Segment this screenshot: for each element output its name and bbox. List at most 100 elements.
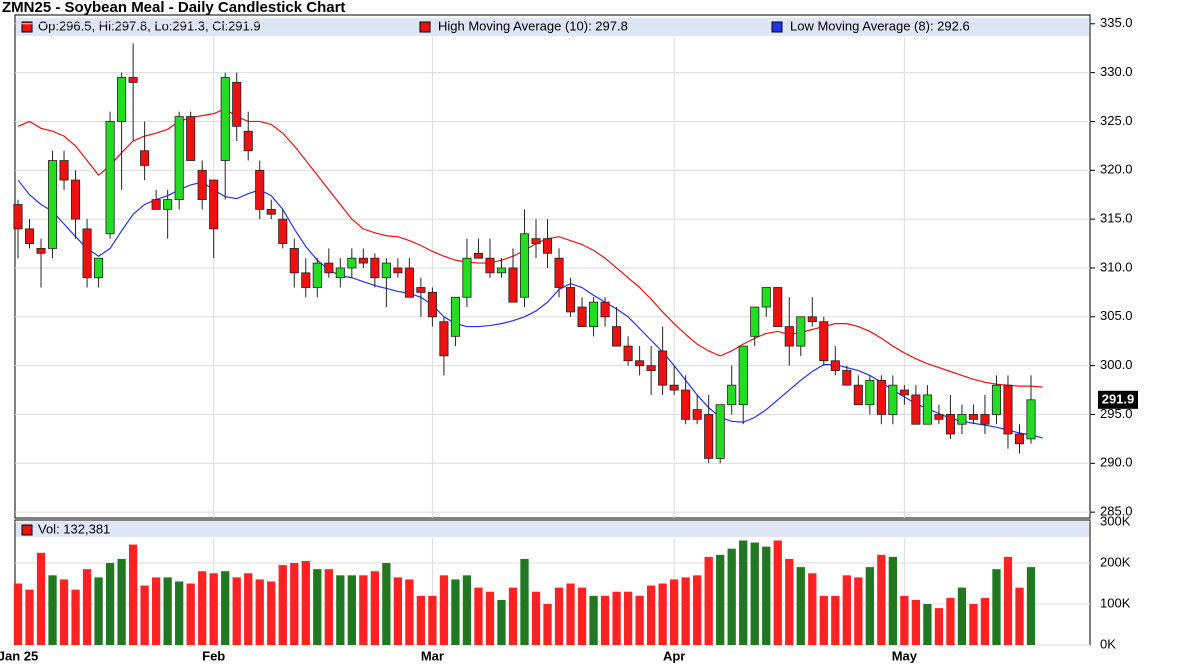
chart-title: ZMN25 - Soybean Meal - Daily Candlestick… — [2, 0, 345, 16]
volume-legend-bar — [16, 522, 1089, 537]
volume-bar — [347, 575, 356, 645]
candle-body — [554, 257, 564, 288]
candle-body — [59, 160, 69, 181]
volume-bar — [244, 573, 253, 645]
candle-body — [692, 409, 702, 420]
candle-body — [888, 384, 898, 415]
candle-body — [853, 384, 863, 406]
volume-bar — [946, 597, 955, 645]
legend-label: Low Moving Average (8): 292.6 — [790, 18, 970, 33]
candle-body — [71, 179, 81, 220]
candle-body — [462, 257, 472, 298]
volume-bar — [842, 575, 851, 645]
volume-bar — [175, 581, 184, 645]
candle-body — [496, 267, 507, 274]
candle-body — [577, 306, 587, 327]
candle-body — [519, 233, 530, 298]
volume-bar — [600, 595, 610, 645]
volume-bar — [911, 599, 921, 645]
candle-body — [404, 267, 414, 298]
y-tick-label: 335.0 — [1100, 15, 1133, 30]
candle-body — [13, 204, 23, 230]
volume-bar — [635, 595, 644, 645]
volume-bar — [796, 567, 805, 645]
volume-bar — [693, 575, 702, 645]
legend-swatch — [21, 524, 33, 536]
volume-bar — [716, 554, 725, 645]
candle-body — [945, 414, 955, 435]
volume-bar — [739, 540, 748, 645]
volume-bar — [681, 577, 690, 645]
candle-body — [750, 306, 760, 337]
volume-bar — [428, 595, 437, 645]
candle-body — [796, 316, 806, 347]
candle-body — [1003, 384, 1013, 435]
y-tick-label: 290.0 — [1100, 455, 1133, 470]
candle-body — [991, 384, 1002, 415]
volume-bar — [762, 546, 771, 645]
candle-body — [128, 77, 138, 83]
candle-body — [393, 267, 403, 274]
volume-bar — [382, 563, 391, 645]
volume-bar — [589, 595, 598, 645]
candle-body — [566, 287, 576, 313]
candle-body — [612, 326, 622, 347]
volume-bar — [255, 579, 264, 645]
volume-bar — [359, 575, 368, 645]
candle-body — [243, 130, 253, 152]
volume-bar — [577, 587, 587, 645]
candle-body — [669, 384, 679, 391]
volume-bar — [393, 577, 403, 645]
legend-bar — [16, 18, 1089, 36]
volume-bar — [94, 577, 103, 645]
volume-bar — [267, 581, 276, 645]
volume-bar — [520, 558, 529, 645]
candle-body — [773, 287, 783, 327]
volume-bar — [186, 583, 195, 645]
volume-bar — [71, 589, 80, 645]
volume-bar — [543, 604, 552, 645]
y-tick-label: 300.0 — [1100, 357, 1133, 372]
volume-bar — [25, 589, 34, 645]
candle-body — [531, 238, 541, 244]
y-tick-label: 320.0 — [1100, 162, 1133, 177]
volume-bar — [163, 577, 172, 645]
volume-bar — [462, 575, 472, 645]
y-tick-label: 295.0 — [1100, 406, 1133, 421]
volume-bar — [670, 579, 679, 645]
volume-bar — [877, 554, 886, 645]
volume-bar — [969, 604, 978, 645]
legend-swatch — [771, 21, 783, 33]
y-tick-label: 310.0 — [1100, 259, 1133, 274]
volume-bar — [888, 556, 898, 645]
candle-body — [784, 326, 794, 347]
candle-body — [623, 345, 633, 362]
candle-body — [681, 389, 691, 420]
candle-body — [738, 345, 748, 406]
x-tick-label: Mar — [421, 648, 444, 663]
volume-bar — [140, 585, 149, 645]
candle-body — [347, 257, 357, 269]
candle-body — [704, 414, 714, 459]
volume-bar — [773, 540, 782, 645]
last-price-box — [1098, 390, 1138, 409]
candle-body — [324, 262, 334, 274]
volume-bar — [151, 577, 161, 645]
y-tick-label: 285.0 — [1100, 504, 1133, 519]
volume-bar — [198, 571, 207, 645]
candle-body — [980, 414, 990, 425]
volume-bar — [209, 573, 218, 645]
y-tick-label: 0K — [1100, 636, 1116, 651]
volume-bar — [232, 577, 241, 645]
volume-bar — [658, 583, 667, 645]
candle-body — [1014, 433, 1025, 445]
volume-label: Vol: 132,381 — [38, 521, 110, 536]
x-tick-label: Feb — [202, 648, 225, 663]
candle-body — [358, 257, 368, 264]
candle-body — [922, 394, 932, 425]
candle-body — [370, 257, 380, 279]
candle-body — [830, 360, 840, 371]
volume-bar — [646, 585, 656, 645]
candle-body — [508, 267, 518, 303]
volume-bar — [336, 575, 345, 645]
